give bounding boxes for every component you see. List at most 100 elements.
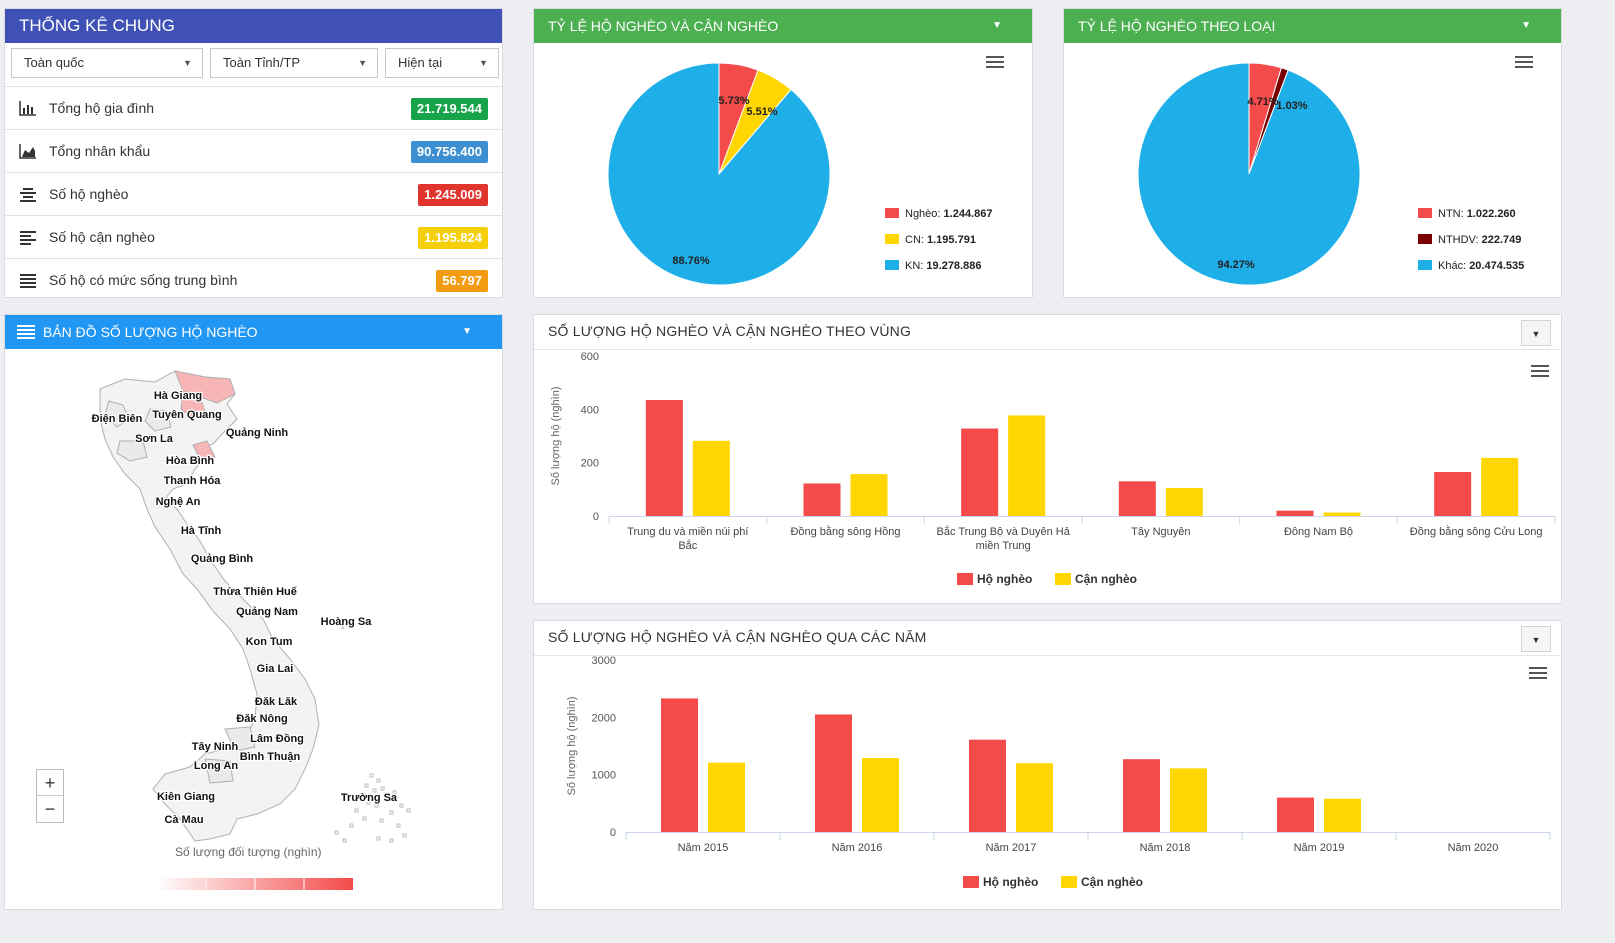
bar-poor[interactable] <box>961 428 999 516</box>
legend-value: 20.474.535 <box>1469 260 1524 272</box>
bar-poor[interactable] <box>1118 481 1156 516</box>
chart-menu-icon[interactable] <box>1529 667 1547 681</box>
bar-poor[interactable] <box>1434 472 1472 516</box>
region-chart-dropdown[interactable]: ▼ <box>1521 320 1551 346</box>
bar-poor[interactable] <box>803 483 841 516</box>
y-tick-label: 600 <box>581 351 599 363</box>
chevron-down-icon[interactable]: ▼ <box>462 326 472 337</box>
legend-item[interactable]: Cận nghèo <box>1081 875 1143 889</box>
map-header: BẢN ĐỒ SỐ LƯỢNG HỘ NGHÈO ▼ <box>5 315 502 349</box>
island-mark <box>334 830 339 835</box>
bar-poor[interactable] <box>969 739 1006 832</box>
year-bar-chart: 0 1000 2000 3000 Số lượng hộ (nghìn) Năm 2015… <box>566 655 1551 889</box>
pie-data-label: 88.76% <box>672 255 710 267</box>
island-mark <box>376 778 381 783</box>
stat-badge-households: 21.719.544 <box>410 98 488 120</box>
province-label: Quảng Ninh <box>226 427 289 439</box>
bar-poor[interactable] <box>1277 797 1314 832</box>
bar-near-poor[interactable] <box>1165 488 1203 516</box>
province-label: Hoàng Sa <box>321 616 373 628</box>
poverty-type-pie: 4.71%1.03% 94.27% NTN: 1.022.260 NTHDV: 222… <box>1137 62 1524 286</box>
map-panel: BẢN ĐỒ SỐ LƯỢNG HỘ NGHÈO ▼ Hà Giang Điện … <box>4 314 503 910</box>
province-label: Gia Lai <box>257 663 294 675</box>
province-label: Nghệ An <box>156 496 201 508</box>
divider <box>534 349 1561 350</box>
bar-near-poor[interactable] <box>692 440 730 516</box>
stat-badge-population: 90.756.400 <box>410 141 488 163</box>
bar-near-poor[interactable] <box>1481 457 1519 516</box>
bar-poor[interactable] <box>1123 759 1160 832</box>
bar-near-poor[interactable] <box>862 758 899 832</box>
period-select[interactable]: Hiện tại ▼ <box>385 48 499 78</box>
map-shape <box>99 370 320 842</box>
region-select[interactable]: Toàn quốc ▼ <box>11 48 203 78</box>
province-label: Trường Sa <box>341 792 398 804</box>
stat-row-households: Tổng hộ gia đình 21.719.544 <box>5 86 502 129</box>
legend-name: Khác: <box>1438 260 1469 272</box>
legend-item[interactable]: Hộ nghèo <box>983 875 1038 889</box>
y-tick-label: 3000 <box>592 655 616 667</box>
legend-item[interactable]: Hộ nghèo <box>977 572 1032 586</box>
poverty-type-panel: TỶ LỆ HỘ NGHÈO THEO LOẠI ▼ 4.71% 1.03% 94.… <box>1063 8 1562 298</box>
pie-slice-khác[interactable] <box>1137 62 1361 286</box>
legend-item-nghèo[interactable]: Nghèo: 1.244.867 <box>905 208 992 220</box>
poverty-ratio-header: TỶ LỆ HỘ NGHÈO VÀ CẬN NGHÈO ▼ <box>534 9 1032 43</box>
chart-menu-icon[interactable] <box>1531 365 1549 379</box>
stat-row-poor: Số hộ nghèo 1.245.009 <box>5 172 502 215</box>
province-label: Hòa Bình <box>166 455 215 467</box>
divider <box>534 655 1561 656</box>
legend-item-ntn[interactable]: NTN: 1.022.260 <box>1438 208 1516 220</box>
legend-item-nthdv[interactable]: NTHDV: 222.749 <box>1438 234 1521 246</box>
legend-item-cn[interactable]: CN: 1.195.791 <box>905 234 976 246</box>
bar-near-poor[interactable] <box>1016 763 1053 832</box>
island-mark <box>349 823 354 828</box>
chevron-down-icon: ▼ <box>358 58 367 68</box>
y-tick-label: 0 <box>610 827 616 839</box>
legend-name: CN: <box>905 234 927 246</box>
province-label: Sơn La <box>135 433 174 445</box>
bar-near-poor[interactable] <box>1324 798 1361 832</box>
bar-near-poor[interactable] <box>1323 512 1361 516</box>
pie-slice-kn[interactable] <box>607 62 831 286</box>
chart-menu-icon[interactable] <box>986 56 1004 70</box>
map-legend-ticks <box>205 878 305 890</box>
bar-near-poor[interactable] <box>1008 415 1046 516</box>
bar-poor[interactable] <box>645 400 683 516</box>
x-tick-label: Đồng bằng sông Cửu Long <box>1410 525 1543 538</box>
chevron-down-icon[interactable]: ▼ <box>1521 20 1531 31</box>
legend-name: Nghèo: <box>905 208 944 220</box>
zoom-in-button[interactable]: + <box>37 770 63 796</box>
general-stats-title: THỐNG KÊ CHUNG <box>19 16 175 35</box>
bar-near-poor[interactable] <box>850 474 888 516</box>
province-select[interactable]: Toàn Tỉnh/TP ▼ <box>210 48 378 78</box>
province-label: Tuyên Quang <box>152 409 221 421</box>
paracel-islands <box>333 621 352 630</box>
stat-badge-near-poor: 1.195.824 <box>418 227 488 249</box>
bar-poor[interactable] <box>661 698 698 832</box>
legend-name: NTHDV: <box>1438 234 1482 246</box>
chevron-down-icon[interactable]: ▼ <box>992 20 1002 31</box>
bar-poor[interactable] <box>815 714 852 832</box>
bar-near-poor[interactable] <box>1170 768 1207 832</box>
province-label: Hà Tĩnh <box>181 525 222 537</box>
chevron-down-icon: ▼ <box>183 58 192 68</box>
legend-item-kn[interactable]: KN: 19.278.886 <box>905 260 981 272</box>
legend-item-khác[interactable]: Khác: 20.474.535 <box>1438 260 1524 272</box>
poverty-type-title: TỶ LỆ HỘ NGHÈO THEO LOẠI <box>1078 18 1276 34</box>
x-tick-label: Năm 2016 <box>832 842 883 854</box>
legend-value: 19.278.886 <box>926 260 981 272</box>
legend-item[interactable]: Cận nghèo <box>1075 572 1137 586</box>
vietnam-map[interactable]: Hà Giang Điện Biên Tuyên Quang Quảng Ninh Sơ… <box>5 349 502 909</box>
island-mark <box>372 788 377 793</box>
bar-poor[interactable] <box>1276 510 1314 516</box>
legend-value: 222.749 <box>1482 234 1522 246</box>
bar-near-poor[interactable] <box>708 762 745 832</box>
pie-data-label: 1.03% <box>1276 100 1307 112</box>
year-chart-dropdown[interactable]: ▼ <box>1521 626 1551 652</box>
island-mark <box>362 816 367 821</box>
map-highlight-north <box>174 370 236 462</box>
poverty-type-header: TỶ LỆ HỘ NGHÈO THEO LOẠI ▼ <box>1064 9 1561 43</box>
zoom-out-button[interactable]: − <box>44 799 56 819</box>
chart-menu-icon[interactable] <box>1515 56 1533 70</box>
stat-label: Tổng hộ gia đình <box>49 100 155 116</box>
